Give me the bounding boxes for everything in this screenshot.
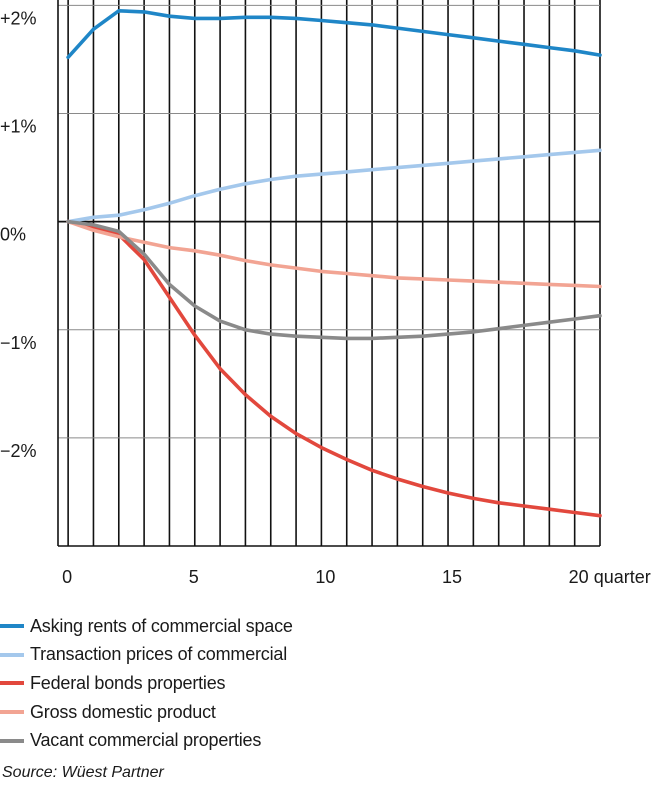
series-line-1 <box>66 148 602 224</box>
series-line-2 <box>66 219 602 518</box>
legend-swatch <box>0 652 24 657</box>
line-chart: +2% +1% 0% −1% −2% 0 5 10 15 20 quarters <box>0 0 651 587</box>
series-lines <box>66 9 602 518</box>
series-line-4 <box>66 219 602 341</box>
legend-swatch <box>0 624 24 629</box>
legend-item: Gross domestic product <box>0 698 293 727</box>
legend: Asking rents of commercial space Transact… <box>0 612 293 755</box>
x-tick-label: 5 <box>189 567 199 587</box>
legend-item: Federal bonds properties <box>0 669 293 698</box>
y-tick-label: −2% <box>0 441 37 461</box>
legend-label: Gross domestic product <box>30 701 216 722</box>
series-line-3 <box>66 219 602 289</box>
y-tick-label: 0% <box>0 225 26 245</box>
legend-item: Asking rents of commercial space <box>0 612 293 641</box>
tick-labels: +2% +1% 0% −1% −2% 0 5 10 15 20 quarters <box>0 8 651 587</box>
legend-item: Vacant commercial properties <box>0 726 293 755</box>
y-tick-label: +1% <box>0 117 37 137</box>
source-note: Source: Wüest Partner <box>2 764 164 781</box>
y-tick-label: −1% <box>0 333 37 353</box>
x-tick-label: 0 <box>62 567 72 587</box>
legend-label: Asking rents of commercial space <box>30 615 293 636</box>
legend-label: Federal bonds properties <box>30 672 226 693</box>
x-tick-label: 10 <box>315 567 335 587</box>
legend-item: Transaction prices of commercial <box>0 641 293 670</box>
legend-label: Vacant commercial properties <box>30 730 262 751</box>
legend-swatch <box>0 738 24 743</box>
x-tick-label: 15 <box>442 567 462 587</box>
x-tick-label: 20 quarters <box>569 567 651 587</box>
legend-swatch <box>0 681 24 686</box>
y-tick-label: +2% <box>0 8 37 28</box>
legend-label: Transaction prices of commercial <box>30 644 288 665</box>
axes <box>57 0 600 547</box>
series-line-0 <box>66 9 602 60</box>
grid <box>58 0 601 546</box>
legend-swatch <box>0 710 24 715</box>
